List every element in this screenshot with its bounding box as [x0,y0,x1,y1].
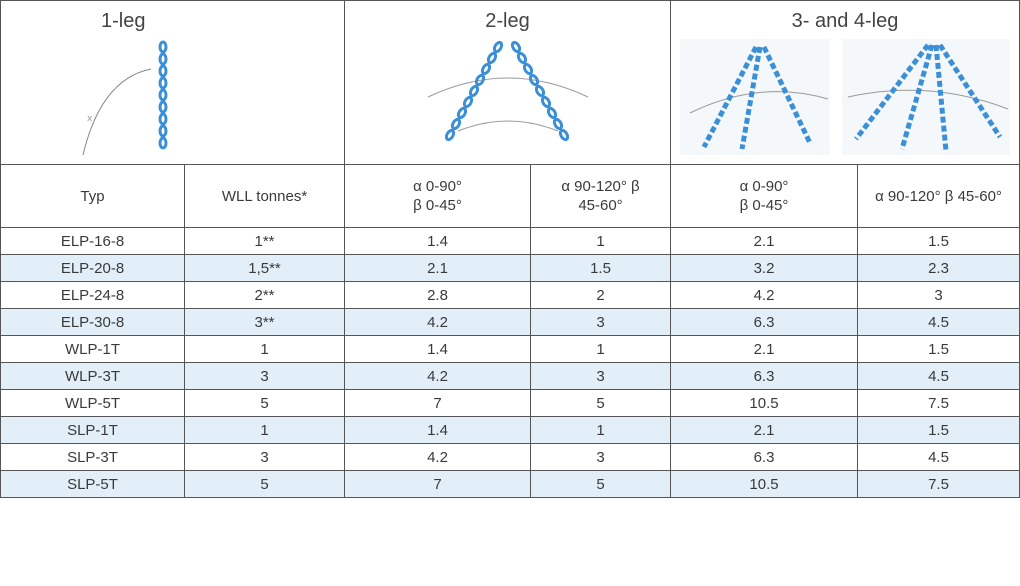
three-four-leg-chain-icon [680,39,1010,155]
wll-table: 1-leg x 2-leg [0,0,1020,498]
table-cell: 1 [184,335,345,363]
table-cell: 2.1 [670,416,858,444]
table-cell: 5 [184,389,345,417]
table-body: ELP-16-8 1** 1.4 1 2.1 1.5 ELP-20-8 1,5** 2.1 1.5… [0,227,1020,498]
table-row: WLP-1T 1 1.4 1 2.1 1.5 [0,335,1020,363]
table-cell: 3 [184,443,345,471]
table-cell: ELP-30-8 [0,308,185,336]
table-cell: 4.5 [857,443,1020,471]
table-cell: 3 [857,281,1020,309]
table-cell: 1.5 [857,335,1020,363]
table-row: SLP-5T 5 7 5 10.5 7.5 [0,470,1020,498]
one-leg-title: 1-leg [101,10,146,32]
two-leg-chain-icon [427,40,588,142]
table-row: SLP-3T 3 4.2 3 6.3 4.5 [0,443,1020,471]
table-cell: 1.4 [344,227,531,255]
table-cell: WLP-1T [0,335,185,363]
table-cell: 1 [530,335,671,363]
table-cell: 4.2 [670,281,858,309]
table-cell: SLP-5T [0,470,185,498]
col-three-leg-a-line2: β 0-45° [739,197,789,214]
table-cell: 7 [344,470,531,498]
three-four-leg-title: 3- and 4-leg [791,10,899,32]
table-cell: 10.5 [670,470,858,498]
two-leg-header: 2-leg [344,0,671,165]
col-two-leg-b: α 90-120° β 45-60° [530,164,671,228]
col-three-leg-a: α 0-90° β 0-45° [670,164,858,228]
two-leg-title: 2-leg [485,10,530,32]
table-row: SLP-1T 1 1.4 1 2.1 1.5 [0,416,1020,444]
table-cell: 2.1 [670,227,858,255]
table-cell: SLP-3T [0,443,185,471]
table-cell: 3 [530,362,671,390]
table-cell: 2.1 [344,254,531,282]
table-cell: 3 [530,308,671,336]
one-leg-chain-icon: x [82,40,168,156]
table-cell: 2.3 [857,254,1020,282]
table-cell: 4.5 [857,362,1020,390]
table-cell: 7.5 [857,470,1020,498]
table-row: ELP-30-8 3** 4.2 3 6.3 4.5 [0,308,1020,336]
table-cell: 5 [530,389,671,417]
table-cell: WLP-5T [0,389,185,417]
col-three-leg-a-line1: α 0-90° [739,178,789,195]
table-cell: 1,5** [184,254,345,282]
table-cell: 1.5 [530,254,671,282]
table-cell: 1.5 [857,416,1020,444]
table-cell: ELP-20-8 [0,254,185,282]
col-two-leg-b-line1: α 90-120° β [561,178,640,195]
table-cell: SLP-1T [0,416,185,444]
table-cell: 2.8 [344,281,531,309]
table-cell: 5 [530,470,671,498]
table-cell: 4.5 [857,308,1020,336]
three-four-leg-header: 3- and 4-leg [670,0,1020,165]
col-two-leg-a: α 0-90° β 0-45° [344,164,531,228]
table-cell: 7.5 [857,389,1020,417]
table-cell: 1 [530,227,671,255]
table-cell: 1 [530,416,671,444]
table-cell: 1 [184,416,345,444]
table-cell: 6.3 [670,362,858,390]
table-cell: 3** [184,308,345,336]
table-cell: 5 [184,470,345,498]
table-cell: 4.2 [344,362,531,390]
table-cell: 3.2 [670,254,858,282]
table-cell: 4.2 [344,443,531,471]
table-cell: 10.5 [670,389,858,417]
table-cell: 3 [184,362,345,390]
table-cell: WLP-3T [0,362,185,390]
col-two-leg-a-line2: β 0-45° [413,197,462,214]
table-row: WLP-5T 5 7 5 10.5 7.5 [0,389,1020,417]
one-leg-header: 1-leg x [0,0,345,165]
table-cell: 2** [184,281,345,309]
table-cell: ELP-16-8 [0,227,185,255]
col-two-leg-b-line2: 45-60° [578,197,623,214]
col-typ: Typ [0,164,185,228]
col-three-leg-b: α 90-120° β 45-60° [857,164,1020,228]
table-cell: 4.2 [344,308,531,336]
table-cell: 2 [530,281,671,309]
table-row: ELP-24-8 2** 2.8 2 4.2 3 [0,281,1020,309]
svg-text:x: x [87,114,93,124]
table-cell: ELP-24-8 [0,281,185,309]
table-cell: 6.3 [670,443,858,471]
table-row: WLP-3T 3 4.2 3 6.3 4.5 [0,362,1020,390]
table-row: ELP-16-8 1** 1.4 1 2.1 1.5 [0,227,1020,255]
col-wll: WLL tonnes* [184,164,345,228]
table-cell: 7 [344,389,531,417]
table-cell: 1.4 [344,335,531,363]
table-cell: 3 [530,443,671,471]
table-cell: 1.5 [857,227,1020,255]
table-row: ELP-20-8 1,5** 2.1 1.5 3.2 2.3 [0,254,1020,282]
table-cell: 6.3 [670,308,858,336]
col-two-leg-a-line1: α 0-90° [413,178,462,195]
table-cell: 1.4 [344,416,531,444]
table-cell: 1** [184,227,345,255]
table-cell: 2.1 [670,335,858,363]
